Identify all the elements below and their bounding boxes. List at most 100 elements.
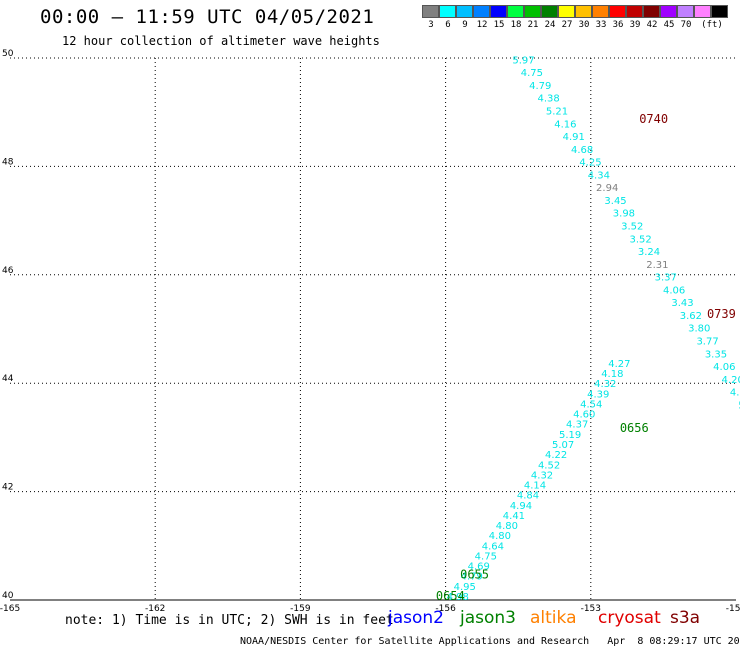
wave-height-label: 4.32 <box>594 379 616 390</box>
legend-swatch <box>694 5 711 18</box>
credits-footer: NOAA/NESDIS Center for Satellite Applica… <box>240 636 740 647</box>
wave-height-label: 4.32 <box>531 470 553 481</box>
pass-time-label: 0739 <box>707 307 736 321</box>
wave-height-label: 3.24 <box>638 247 660 258</box>
y-tick-label: 40 <box>2 591 14 601</box>
wave-height-label: 4.79 <box>461 572 483 583</box>
map-subtitle: 12 hour collection of altimeter wave hei… <box>62 34 380 48</box>
legend-swatch <box>677 5 694 18</box>
x-tick-label: -165 <box>0 604 20 614</box>
footnote: note: 1) Time is in UTC; 2) SWH is in fe… <box>65 613 394 628</box>
wave-height-label: 4.25 <box>579 158 601 169</box>
x-tick-label: -159 <box>290 604 311 614</box>
wave-height-label: 4.39 <box>587 389 609 400</box>
x-tick-label: -162 <box>145 604 165 614</box>
wave-height-label: 5.31 <box>738 400 740 411</box>
legend-swatches <box>422 5 728 18</box>
x-tick-label: -150 <box>726 604 740 614</box>
legend-label: 39 <box>629 20 641 30</box>
x-tick-label: -156 <box>435 604 456 614</box>
wave-height-label: 5.07 <box>552 440 574 451</box>
wave-height-label: 3.43 <box>671 298 693 309</box>
wave-height-label: 3.35 <box>705 349 727 360</box>
satellite-name-s3a: s3a <box>670 608 701 628</box>
legend-label: 15 <box>493 20 505 30</box>
legend-label: 45 <box>663 20 675 30</box>
wave-height-label: 4.06 <box>713 362 735 373</box>
satellite-name-jason2: jason2 <box>388 608 444 628</box>
legend-swatch <box>541 5 558 18</box>
axis-ticks: -165 -162 -159 -156 -153 -150 40 42 44 46 48 50 <box>0 49 740 614</box>
wave-height-label: 4.16 <box>554 119 576 130</box>
map-title: 00:00 – 11:59 UTC 04/05/2021 <box>40 6 375 28</box>
wave-height-legend: 3 6 9 12 15 18 21 24 27 30 33 36 39 42 45 70 (ft) <box>422 5 728 30</box>
wave-height-label: 5.21 <box>546 107 568 118</box>
wave-height-label: 4.34 <box>588 170 610 181</box>
wave-height-label: 4.79 <box>529 81 551 92</box>
legend-label: 30 <box>578 20 590 30</box>
wave-height-label: 4.41 <box>503 511 525 522</box>
legend-label: 12 <box>476 20 488 30</box>
wave-height-label: 4.98 <box>447 592 469 603</box>
wave-height-label: 4.37 <box>566 420 588 431</box>
legend-swatch <box>439 5 456 18</box>
legend-swatch <box>609 5 626 18</box>
legend-swatch <box>473 5 490 18</box>
wave-height-label: 4.06 <box>663 285 685 296</box>
wave-height-label: 4.84 <box>517 491 539 502</box>
wave-height-label: 4.27 <box>608 359 630 370</box>
y-tick-label: 48 <box>2 157 14 167</box>
pass-time-label: 0655 <box>460 567 489 581</box>
legend-label: 18 <box>510 20 522 30</box>
legend-label: 9 <box>462 20 468 30</box>
legend-swatch <box>490 5 507 18</box>
legend-swatch <box>507 5 524 18</box>
legend-swatch <box>660 5 677 18</box>
wave-height-label: 4.91 <box>563 132 585 143</box>
legend-swatch <box>456 5 473 18</box>
wave-height-label: 3.37 <box>655 273 677 284</box>
legend-swatch <box>592 5 609 18</box>
legend-swatch <box>422 5 439 18</box>
legend-label: 42 <box>646 20 658 30</box>
legend-swatch <box>558 5 575 18</box>
legend-swatch <box>626 5 643 18</box>
wave-height-label: 3.77 <box>696 336 718 347</box>
wave-height-label: 4.64 <box>482 541 504 552</box>
y-tick-label: 42 <box>2 483 13 493</box>
legend-label: 3 <box>428 20 434 30</box>
wave-height-label: 4.68 <box>571 145 593 156</box>
legend-swatch <box>524 5 541 18</box>
wave-height-label: 4.18 <box>601 369 623 380</box>
wave-height-label: 4.54 <box>580 399 602 410</box>
y-tick-label: 44 <box>2 374 14 384</box>
wave-height-label: 2.31 <box>646 260 668 271</box>
x-tick-label: -153 <box>581 604 601 614</box>
wave-height-label: 4.52 <box>538 460 560 471</box>
legend-label: 33 <box>595 20 607 30</box>
y-tick-label: 50 <box>2 49 14 59</box>
legend-label: 70 <box>680 20 692 30</box>
satellite-name-cryosat: cryosat <box>598 608 661 628</box>
wave-height-label: 3.62 <box>680 311 702 322</box>
wave-height-label: 2.94 <box>596 183 618 194</box>
satellite-name-altika: altika <box>530 608 577 628</box>
legend-label: 27 <box>561 20 573 30</box>
wave-height-label: 4.60 <box>573 410 595 421</box>
wave-height-label: 4.94 <box>510 501 532 512</box>
wave-height-label: 4.20 <box>722 375 740 386</box>
legend-label: 21 <box>527 20 539 30</box>
wave-tracks: 5.97 4.75 4.79 4.38 5.214.16 4.91 4.68 4.254.34… <box>447 55 740 603</box>
wave-height-label: 5.19 <box>559 430 581 441</box>
wave-height-label: 3.52 <box>630 234 652 245</box>
legend-label: 36 <box>612 20 624 30</box>
wave-height-label: 4.14 <box>524 481 546 492</box>
wave-height-label: 4.38 <box>537 94 559 105</box>
legend-label: 24 <box>544 20 556 30</box>
wave-height-label: 4.00 <box>730 388 740 399</box>
wave-height-label: 4.22 <box>545 450 567 461</box>
wave-height-label: 4.69 <box>468 562 490 573</box>
wave-height-label: 4.80 <box>496 521 518 532</box>
map-grid <box>10 57 736 601</box>
wave-height-label: 4.75 <box>475 551 497 562</box>
